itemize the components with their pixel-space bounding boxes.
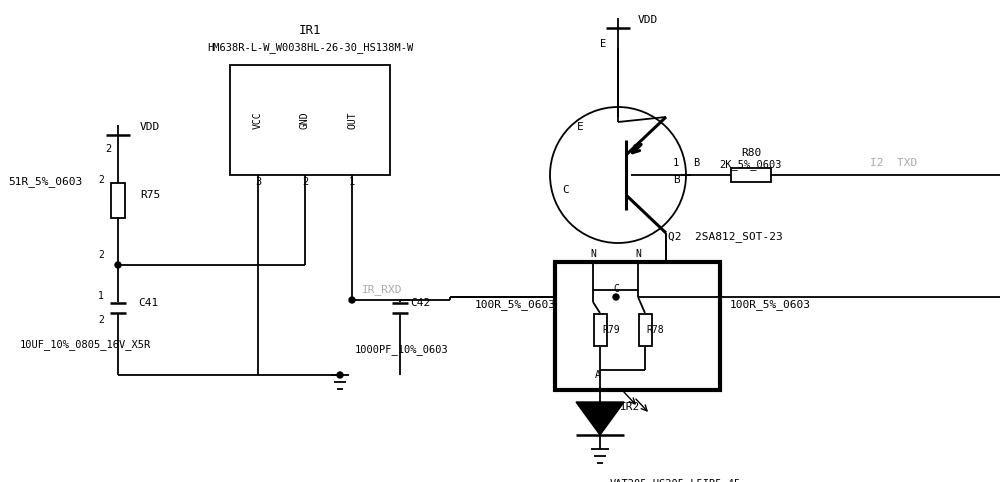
Text: A: A bbox=[595, 370, 601, 380]
Text: GND: GND bbox=[300, 111, 310, 129]
Text: 2: 2 bbox=[105, 144, 111, 154]
Text: VCC: VCC bbox=[253, 111, 263, 129]
Text: HM638R-L-W_W0038HL-26-30_HS138M-W: HM638R-L-W_W0038HL-26-30_HS138M-W bbox=[207, 42, 413, 54]
Text: 1: 1 bbox=[673, 158, 679, 168]
Bar bbox=[230, 65, 390, 175]
Text: 2: 2 bbox=[98, 315, 104, 325]
Bar bbox=[731, 168, 771, 182]
Text: 10UF_10%_0805_16V_X5R: 10UF_10%_0805_16V_X5R bbox=[20, 339, 151, 350]
Text: I2  TXD: I2 TXD bbox=[870, 158, 917, 168]
Text: N: N bbox=[635, 249, 641, 259]
Text: B: B bbox=[673, 175, 679, 185]
Text: 2: 2 bbox=[98, 250, 104, 260]
Circle shape bbox=[613, 294, 619, 300]
Bar bbox=[594, 314, 606, 346]
Text: R78: R78 bbox=[646, 325, 664, 335]
Text: N: N bbox=[590, 249, 596, 259]
Text: E: E bbox=[577, 122, 583, 132]
Text: C: C bbox=[563, 185, 569, 195]
Text: C: C bbox=[613, 284, 619, 294]
Text: IR_RXD: IR_RXD bbox=[362, 284, 402, 295]
Text: R80: R80 bbox=[741, 148, 761, 158]
Text: IR2: IR2 bbox=[620, 402, 640, 412]
Text: 1: 1 bbox=[349, 177, 355, 187]
Polygon shape bbox=[576, 402, 624, 435]
Text: E: E bbox=[600, 39, 606, 49]
Text: Q2  2SA812_SOT-23: Q2 2SA812_SOT-23 bbox=[668, 231, 783, 242]
Text: C41: C41 bbox=[138, 298, 158, 308]
Text: VDD: VDD bbox=[140, 122, 160, 132]
Circle shape bbox=[349, 297, 355, 303]
Text: 2K_5%_0603: 2K_5%_0603 bbox=[720, 160, 782, 171]
Text: 3: 3 bbox=[255, 177, 261, 187]
Text: 1000PF_10%_0603: 1000PF_10%_0603 bbox=[355, 345, 449, 355]
Bar bbox=[639, 314, 652, 346]
Circle shape bbox=[115, 262, 121, 268]
Text: R75: R75 bbox=[140, 190, 160, 200]
Text: 100R_5%_0603: 100R_5%_0603 bbox=[730, 299, 811, 310]
Text: OUT: OUT bbox=[347, 111, 357, 129]
Text: VDD: VDD bbox=[638, 15, 658, 25]
Text: 1: 1 bbox=[98, 291, 104, 301]
Text: R79: R79 bbox=[602, 325, 620, 335]
Bar bbox=[111, 183, 125, 217]
Text: VAT205_HS205_L5IR5-45: VAT205_HS205_L5IR5-45 bbox=[610, 479, 741, 482]
Text: 51R_5%_0603: 51R_5%_0603 bbox=[8, 176, 82, 187]
Circle shape bbox=[337, 372, 343, 378]
Text: 100R_5%_0603: 100R_5%_0603 bbox=[475, 299, 556, 310]
Text: C42: C42 bbox=[410, 298, 430, 308]
Text: 2: 2 bbox=[98, 175, 104, 185]
Bar bbox=[555, 262, 720, 390]
Text: 2: 2 bbox=[302, 177, 308, 187]
Text: B: B bbox=[693, 158, 699, 168]
Text: IR1: IR1 bbox=[299, 24, 321, 37]
